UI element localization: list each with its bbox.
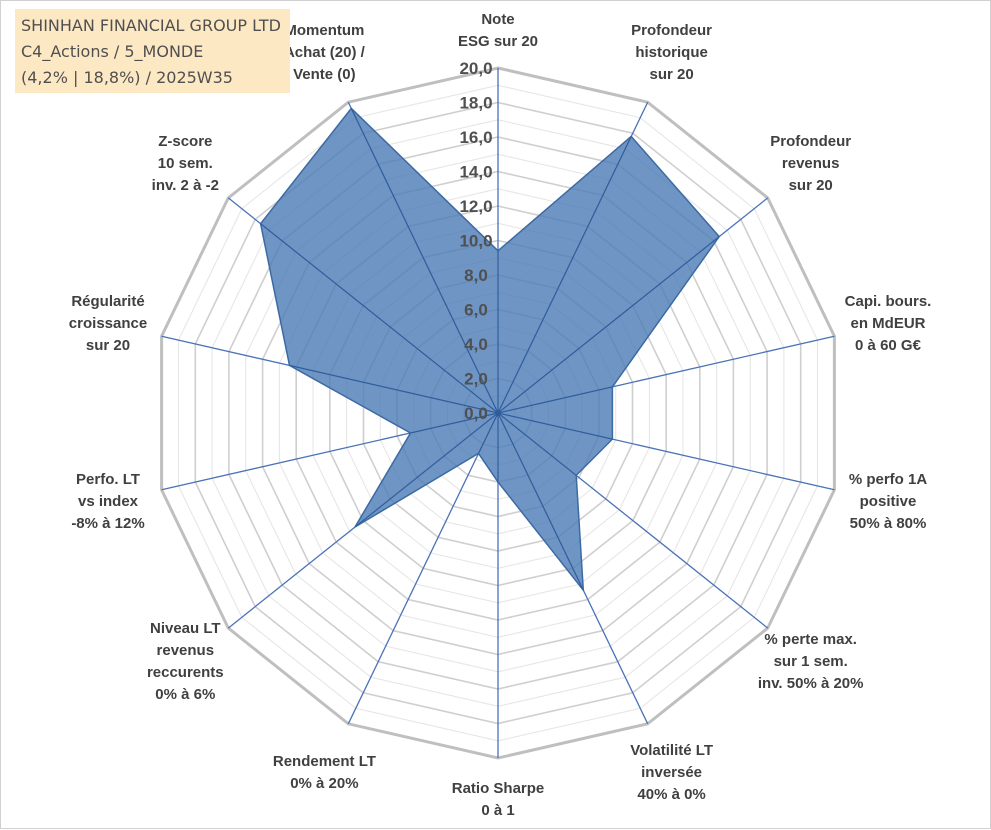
axis-label-line: 0 à 1 [481, 802, 515, 819]
axis-label: Volatilité LT inversée 40% à 0% [630, 740, 713, 806]
axis-label-line: Régularité [71, 293, 145, 310]
axis-label-line: 0 à 60 G€ [855, 337, 921, 354]
axis-label-line: Volatilité LT [630, 742, 713, 760]
axis-label-line: revenus [781, 154, 840, 172]
axis-label-line: sur 20 [85, 337, 131, 354]
axis-label-line: reccurents [146, 664, 224, 682]
series-spoke [497, 236, 720, 414]
chart-title: SHINHAN FINANCIAL GROUP LTD [21, 16, 281, 35]
axis-label-line: -8% à 12% [71, 515, 145, 532]
axis-label: Ratio Sharpe 0 à 1 [452, 778, 545, 822]
axis-label-line: en MdEUR [850, 315, 926, 332]
axis-label-line: inversée [641, 764, 703, 782]
axis-label-line: Rendement LT [272, 753, 376, 771]
axis-label-line: Niveau LT [150, 620, 221, 638]
axis-label-line: inv. 2 à -2 [151, 176, 219, 194]
axis-label: Régularité croissance sur 20 [69, 291, 147, 357]
axis-label-line: sur 1 sem. [773, 653, 848, 671]
axis-label: Niveau LT revenus reccurents 0% à 6% [147, 618, 224, 706]
axis-label-line: Capi. bours. [844, 293, 932, 310]
axis-label-line: Momentum [284, 21, 365, 39]
axis-label: Momentum Achat (20) / Vente (0) [284, 20, 365, 86]
axis-label-line: Profondeur [631, 21, 713, 39]
axis-label-line: revenus [156, 642, 215, 660]
axis-label-line: ESG sur 20 [457, 33, 539, 50]
axis-label: % perte max. sur 1 sem. inv. 50% à 20% [758, 629, 864, 695]
tick-label: 8,0 [464, 266, 488, 285]
axis-label: Note ESG sur 20 [458, 9, 538, 53]
axis-label-line: 40% à 0% [637, 786, 706, 804]
axis-label: Perfo. LT vs index -8% à 12% [71, 469, 144, 535]
axis-label-line: Profondeur [770, 132, 852, 150]
series-spoke [497, 136, 632, 414]
axis-label-line: sur 20 [788, 176, 833, 194]
axis-label-line: Z-score [158, 132, 213, 150]
axis-label-line: sur 20 [649, 65, 694, 83]
tick-label: 0,0 [464, 404, 488, 423]
axis-label-line: Ratio Sharpe [451, 780, 545, 797]
axis-label-line: Achat (20) / [283, 43, 365, 61]
axis-label-line: 0% à 6% [155, 686, 216, 704]
series-spoke [354, 412, 499, 528]
axis-label-line: historique [635, 43, 708, 61]
axis-label-line: Vente (0) [293, 65, 356, 83]
tick-label: 10,0 [459, 232, 492, 251]
axis-label-line: croissance [68, 315, 148, 332]
tick-labels: 0,0 2,0 4,0 6,0 8,0 10,0 12,0 14,0 16,0 18,0 20,0 [459, 59, 492, 423]
series-spoke [497, 386, 613, 414]
center-point [495, 410, 501, 416]
axis-label-line: 10 sem. [157, 154, 213, 172]
tick-label: 18,0 [459, 94, 492, 113]
axis-label-line: % perfo 1A [848, 471, 928, 488]
series-spoke [497, 412, 577, 476]
tick-label: 14,0 [459, 163, 492, 182]
chart-subtitle-category: C4_Actions / 5_MONDE [21, 42, 204, 61]
axis-label-line: positive [859, 493, 917, 510]
chart-title-box: SHINHAN FINANCIAL GROUP LTD C4_Actions /… [15, 9, 290, 93]
axis-spoke [347, 412, 499, 725]
series-spoke [260, 223, 499, 414]
series-layer [259, 107, 721, 593]
axis-label: Rendement LT 0% à 20% [273, 751, 376, 795]
chart-subtitle-stats: (4,2% | 18,8%) / 2025W35 [21, 68, 233, 87]
series-spoke [497, 412, 613, 440]
axis-label-line: % perte max. [764, 631, 857, 649]
axis-label: Capi. bours. en MdEUR 0 à 60 G€ [845, 291, 932, 357]
axis-label-line: Perfo. LT [76, 471, 140, 488]
series-spoke [289, 364, 499, 414]
axis-label-line: 0% à 20% [290, 775, 359, 793]
axis-label-line: vs index [77, 493, 139, 510]
tick-label: 4,0 [464, 335, 488, 354]
tick-label: 12,0 [459, 197, 492, 216]
axis-label-line: inv. 50% à 20% [757, 675, 864, 693]
axis-label: % perfo 1A positive 50% à 80% [849, 469, 927, 535]
tick-label: 16,0 [459, 128, 492, 147]
series-spoke [410, 412, 499, 434]
axis-label-line: 50% à 80% [849, 515, 927, 532]
series-spoke [350, 108, 499, 414]
tick-label: 6,0 [464, 301, 488, 320]
series-spoke [478, 412, 499, 454]
axis-label-line: Note [481, 11, 515, 28]
axis-label: Profondeur historique sur 20 [631, 20, 712, 86]
axis-label: Z-score 10 sem. inv. 2 à -2 [152, 131, 219, 197]
tick-label: 2,0 [464, 370, 488, 389]
tick-label: 20,0 [459, 59, 492, 78]
axis-label: Profondeur revenus sur 20 [770, 131, 851, 197]
series-spoke [497, 412, 584, 591]
